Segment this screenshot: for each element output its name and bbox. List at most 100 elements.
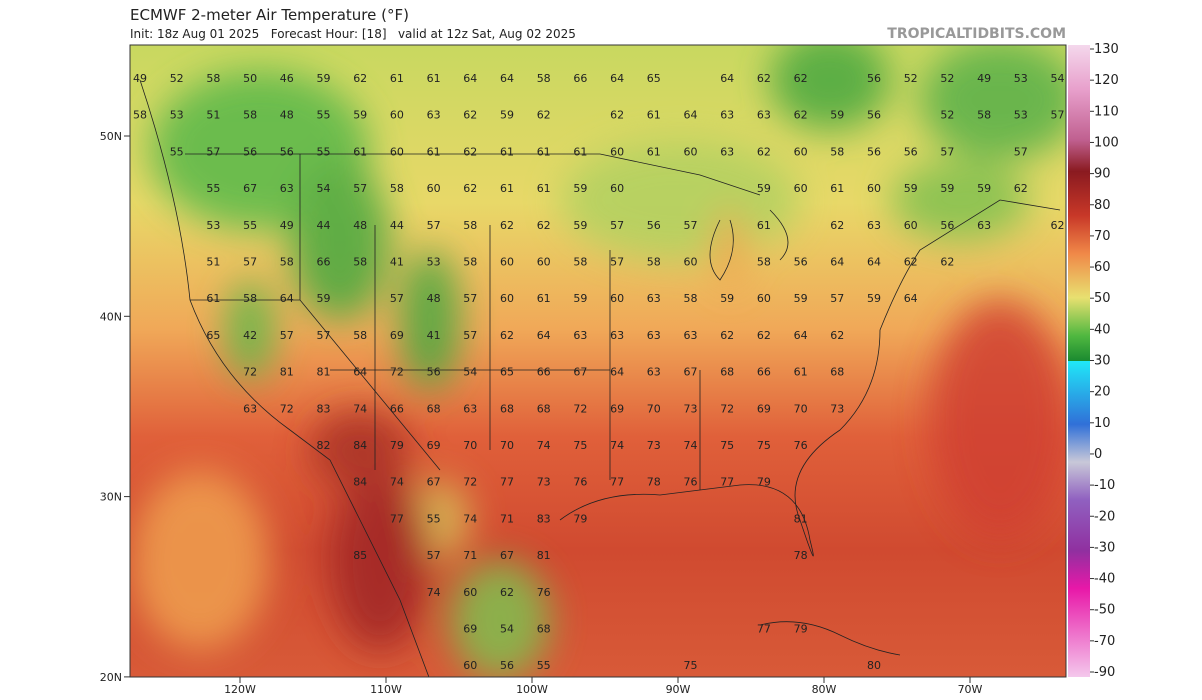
temperature-value: 44 (390, 219, 404, 232)
temperature-value: 59 (794, 292, 808, 305)
subtitle: Init: 18z Aug 01 2025 Forecast Hour: [18… (130, 27, 576, 41)
temperature-value: 61 (427, 145, 441, 158)
temperature-value: 63 (684, 329, 698, 342)
temperature-value: 69 (463, 623, 477, 636)
temperature-value: 61 (830, 182, 844, 195)
temperature-value: 74 (684, 439, 698, 452)
colorbar-label: 0 (1094, 447, 1102, 462)
colorbar-label: -40 (1094, 572, 1115, 587)
temperature-value: 68 (427, 402, 441, 415)
temperature-value: 81 (280, 366, 294, 379)
temperature-value: 57 (317, 329, 331, 342)
temperature-value: 70 (500, 439, 514, 452)
temperature-value: 57 (610, 219, 624, 232)
temperature-value: 55 (537, 659, 551, 672)
temperature-value: 72 (243, 366, 257, 379)
temperature-value: 63 (647, 366, 661, 379)
temperature-value: 77 (610, 476, 624, 489)
temperature-value: 60 (463, 586, 477, 599)
temperature-value: 71 (463, 549, 477, 562)
temperature-value: 60 (610, 145, 624, 158)
temperature-value: 60 (794, 145, 808, 158)
temperature-value: 63 (757, 109, 771, 122)
temperature-value: 76 (573, 476, 587, 489)
temperature-value: 60 (390, 109, 404, 122)
temperature-value: 49 (133, 72, 147, 85)
colorbar-label: 90 (1094, 167, 1111, 182)
temperature-value: 59 (573, 219, 587, 232)
temperature-value: 60 (500, 256, 514, 269)
temperature-value: 63 (463, 402, 477, 415)
temperature-value: 60 (427, 182, 441, 195)
temperature-value: 67 (684, 366, 698, 379)
temperature-value: 48 (427, 292, 441, 305)
temperature-value: 58 (684, 292, 698, 305)
temperature-value: 42 (243, 329, 257, 342)
temperature-value: 64 (280, 292, 294, 305)
temperature-value: 52 (904, 72, 918, 85)
temperature-value: 67 (243, 182, 257, 195)
temperature-value: 56 (427, 366, 441, 379)
temperature-value: 75 (684, 659, 698, 672)
temperature-value: 69 (390, 329, 404, 342)
temperature-value: 63 (610, 329, 624, 342)
temperature-value: 62 (757, 329, 771, 342)
temperature-value: 58 (133, 109, 147, 122)
temperature-value: 57 (1014, 145, 1028, 158)
temperature-value: 52 (170, 72, 184, 85)
temperature-value: 74 (390, 476, 404, 489)
temperature-value: 56 (647, 219, 661, 232)
temperature-value: 58 (353, 256, 367, 269)
temperature-value: 58 (573, 256, 587, 269)
temperature-value: 81 (317, 366, 331, 379)
temperature-value: 64 (904, 292, 918, 305)
temperature-value: 58 (243, 109, 257, 122)
temperature-value: 78 (794, 549, 808, 562)
colorbar-label: 60 (1094, 260, 1111, 275)
temperature-value: 75 (720, 439, 734, 452)
temperature-value: 70 (794, 402, 808, 415)
temperature-value: 67 (573, 366, 587, 379)
temperature-value: 60 (610, 292, 624, 305)
temperature-value: 81 (794, 512, 808, 525)
temperature-value: 64 (353, 366, 367, 379)
temperature-value: 79 (573, 512, 587, 525)
temperature-value: 66 (390, 402, 404, 415)
temperature-value: 52 (940, 109, 954, 122)
temperature-value: 63 (647, 329, 661, 342)
temperature-value: 63 (573, 329, 587, 342)
temperature-value: 76 (794, 439, 808, 452)
temperature-value: 84 (353, 476, 367, 489)
temperature-value: 74 (427, 586, 441, 599)
temperature-value: 57 (427, 549, 441, 562)
temperature-value: 58 (977, 109, 991, 122)
title: ECMWF 2-meter Air Temperature (°F) (130, 6, 409, 24)
temperature-value: 75 (757, 439, 771, 452)
lat-tick-label: 40N (100, 310, 122, 323)
temperature-value: 72 (463, 476, 477, 489)
colorbar (1068, 45, 1090, 677)
temperature-value: 58 (463, 219, 477, 232)
temperature-value: 62 (500, 329, 514, 342)
temperature-value: 59 (317, 292, 331, 305)
lon-tick-label: 70W (958, 683, 983, 696)
temperature-value: 62 (794, 109, 808, 122)
temperature-value: 74 (537, 439, 551, 452)
temperature-value: 70 (647, 402, 661, 415)
temperature-value: 60 (684, 145, 698, 158)
colorbar-label: 110 (1094, 104, 1119, 119)
temperature-value: 68 (500, 402, 514, 415)
temperature-value: 59 (940, 182, 954, 195)
temperature-value: 63 (280, 182, 294, 195)
temperature-value: 77 (500, 476, 514, 489)
temperature-value: 59 (317, 72, 331, 85)
temperature-value: 72 (280, 402, 294, 415)
temperature-value: 65 (206, 329, 220, 342)
temperature-value: 79 (757, 476, 771, 489)
temperature-value: 61 (500, 145, 514, 158)
temperature-value: 64 (830, 256, 844, 269)
temperature-value: 58 (353, 329, 367, 342)
colorbar-label: -10 (1094, 478, 1115, 493)
temperature-value: 69 (610, 402, 624, 415)
